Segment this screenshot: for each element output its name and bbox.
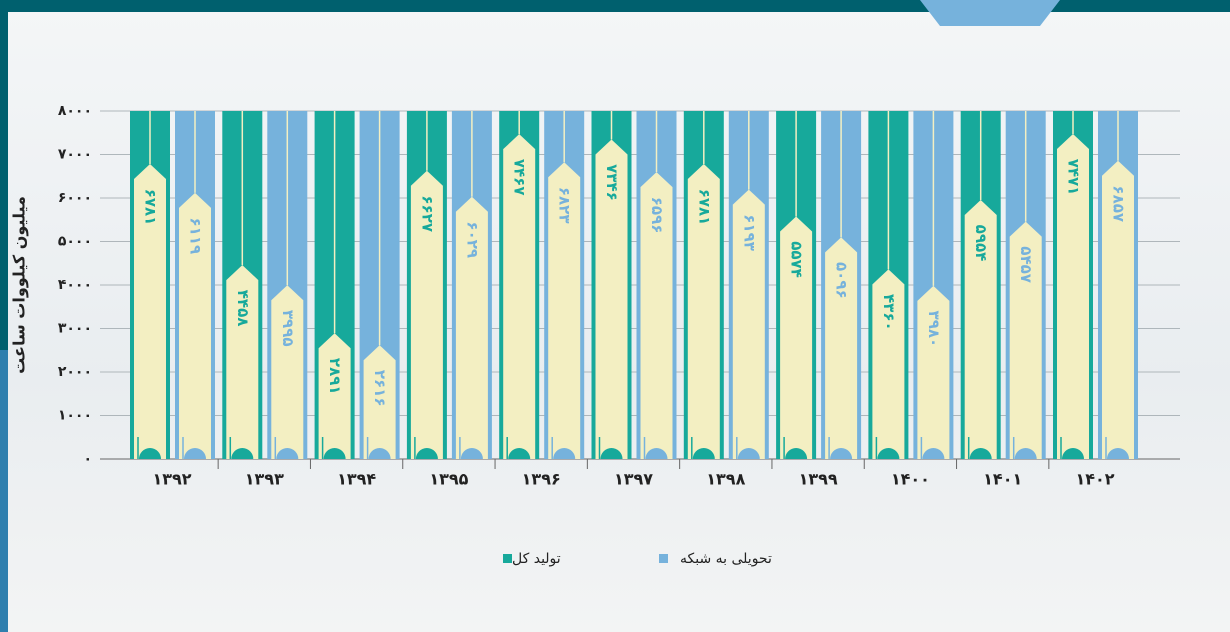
legend-label: تحویلی به شبکه <box>680 551 772 567</box>
x-tick-label: ۱۴۰۲ <box>1075 470 1114 489</box>
data-label: ۴۴۵۸ <box>234 290 252 327</box>
pencil-cap <box>1107 448 1129 459</box>
legend-swatch <box>659 554 668 563</box>
pencil <box>271 285 304 459</box>
pencil <box>503 134 536 460</box>
x-tick-label: ۱۴۰۰ <box>891 470 930 489</box>
pencil-cap <box>1062 448 1084 459</box>
x-tick-label: ۱۳۹۲ <box>152 470 191 489</box>
pencil <box>318 333 351 459</box>
y-tick-label: ۰ <box>83 451 92 467</box>
x-tick-label: ۱۳۹۹ <box>799 470 838 489</box>
pencil <box>872 269 905 459</box>
data-label: ۲۶۱۶ <box>371 370 389 407</box>
pencil-cap <box>553 448 576 459</box>
pencil <box>410 170 443 459</box>
data-label: ۶۸۵۷ <box>1110 185 1128 222</box>
left-border-lower <box>0 350 8 632</box>
data-label: ۶۷۸۱ <box>142 189 160 226</box>
pencil <box>595 139 628 459</box>
x-tick-label: ۱۳۹۶ <box>522 470 561 489</box>
data-label: ۶۵۹۶ <box>648 197 666 234</box>
pencil-cap <box>830 448 853 459</box>
pencil-cap <box>323 448 346 459</box>
data-label: ۳۹۸۰ <box>925 311 943 348</box>
data-label: ۷۴۷۱ <box>1065 159 1083 196</box>
pencil <box>732 189 765 460</box>
pencil-cap <box>276 448 299 459</box>
pencil-cap <box>785 448 808 459</box>
y-tick-label: ۳۰۰۰ <box>58 321 92 337</box>
pencil-cap <box>184 448 206 459</box>
pencil <box>134 164 166 460</box>
y-tick-label: ۲۰۰۰ <box>58 364 92 380</box>
pencil-cap <box>1014 448 1037 459</box>
y-axis-label: میلیون کیلووات ساعت <box>10 196 29 374</box>
pencil-cap <box>139 448 161 459</box>
data-label: ۶۰۲۹ <box>463 221 481 258</box>
x-tick-label: ۱۳۹۷ <box>614 470 653 489</box>
data-label: ۶۱۱۹ <box>187 218 205 255</box>
x-tick-label: ۱۳۹۵ <box>429 470 468 489</box>
data-label: ۴۳۶۰ <box>880 294 898 331</box>
pencil <box>917 285 950 459</box>
pencil <box>687 164 720 460</box>
left-border <box>0 0 8 350</box>
data-label: ۷۴۶۷ <box>511 159 529 196</box>
y-tick-label: ۵۰۰۰ <box>58 234 92 250</box>
pencil <box>179 192 211 460</box>
pencil-cap <box>737 448 760 459</box>
data-label: ۵۴۵۷ <box>1017 246 1035 283</box>
pencil-cap <box>368 448 391 459</box>
data-label: ۷۳۴۶ <box>603 164 621 201</box>
data-label: ۶۶۲۷ <box>418 195 436 232</box>
data-label: ۵۹۵۴ <box>972 225 990 262</box>
x-tick-label: ۱۳۹۸ <box>706 470 745 489</box>
pencil-cap <box>969 448 992 459</box>
legend: تولید کل تحویلی به شبکه <box>503 551 772 567</box>
data-label: ۶۷۸۱ <box>695 189 713 226</box>
pencil <box>780 216 813 459</box>
pencil <box>825 237 858 459</box>
pencil-cap <box>645 448 668 459</box>
data-label: ۳۹۹۵ <box>279 310 297 347</box>
pencil <box>640 172 673 459</box>
y-tick-label: ۸۰۰۰ <box>58 103 92 119</box>
y-tick-label: ۷۰۰۰ <box>58 147 92 163</box>
data-label: ۶۱۹۳ <box>740 214 758 251</box>
y-tick-label: ۱۰۰۰ <box>58 408 92 424</box>
data-label: ۵۰۹۶ <box>833 262 851 299</box>
data-label: ۲۸۹۱ <box>326 358 344 395</box>
pencil-cap <box>877 448 900 459</box>
x-tick-label: ۱۴۰۱ <box>983 470 1022 489</box>
pencil-cap <box>600 448 623 459</box>
pencil <box>1057 134 1089 459</box>
pencil <box>226 265 259 459</box>
y-tick-label: ۴۰۰۰ <box>58 277 92 293</box>
pencil-cap <box>508 448 531 459</box>
pencil <box>455 196 488 459</box>
header-tab <box>920 0 1060 26</box>
pencil-cap <box>692 448 715 459</box>
pencil-cap <box>415 448 438 459</box>
pencil-cap <box>460 448 483 459</box>
pencil <box>964 200 997 459</box>
legend-label: تولید کل <box>512 551 561 567</box>
pencil <box>548 162 581 459</box>
y-tick-label: ۶۰۰۰ <box>58 190 92 206</box>
x-tick-label: ۱۳۹۴ <box>337 470 376 489</box>
pencil-cap <box>231 448 254 459</box>
pencil <box>363 345 396 459</box>
data-label: ۵۵۷۴ <box>788 241 806 278</box>
legend-swatch <box>503 554 512 563</box>
pencil <box>1009 221 1042 459</box>
pencil <box>1102 160 1134 459</box>
data-label: ۶۸۲۳ <box>556 187 574 224</box>
x-tick-label: ۱۳۹۳ <box>245 470 284 489</box>
pencil-cap <box>922 448 945 459</box>
